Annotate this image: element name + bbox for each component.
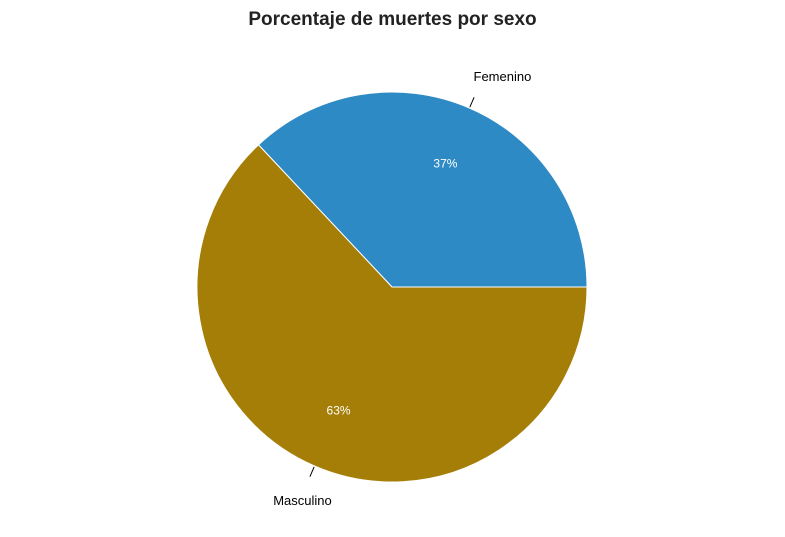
leader-line — [309, 466, 315, 477]
category-label-femenino: Femenino — [474, 69, 532, 84]
category-label-masculino: Masculino — [273, 493, 332, 508]
pie-value-label: 63% — [327, 403, 351, 417]
pie-slice-masculino — [196, 144, 588, 483]
pie-labels: 37% Femenino 63% Masculino — [273, 69, 531, 508]
pie-value-label: 37% — [433, 157, 457, 171]
leader-line — [469, 97, 475, 108]
chart-title: Porcentaje de muertes por sexo — [248, 9, 537, 30]
pie-slices — [196, 91, 588, 483]
leader-lines — [309, 97, 475, 477]
pie-slice-femenino — [257, 91, 588, 288]
